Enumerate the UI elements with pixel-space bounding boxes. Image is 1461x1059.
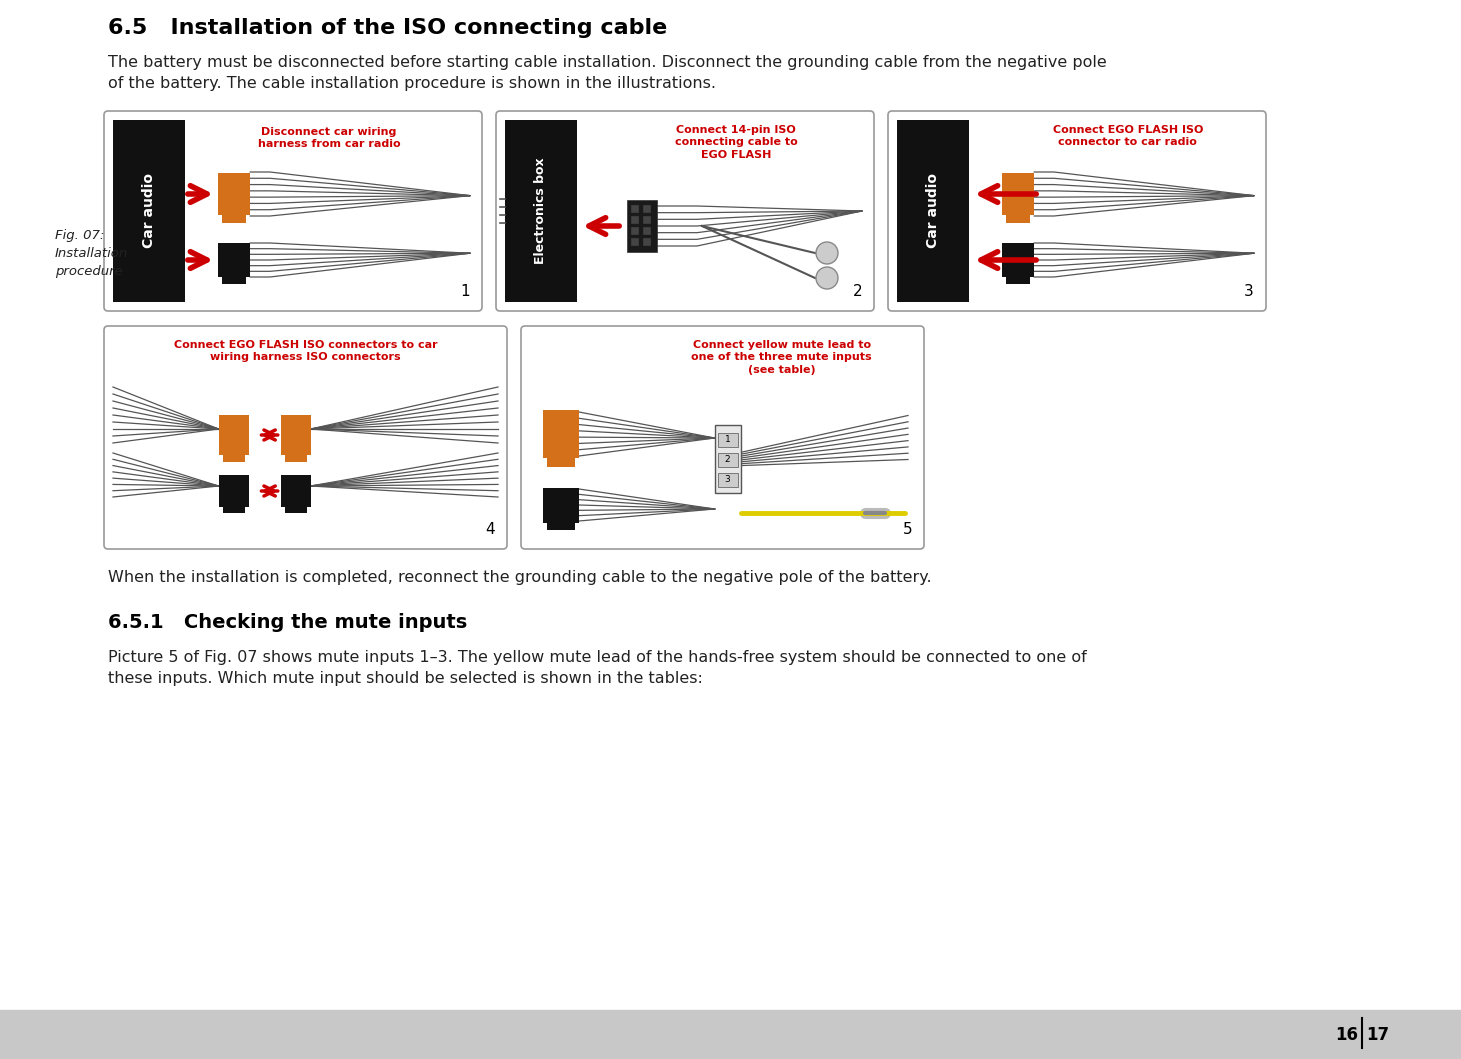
Bar (717, 453, 738, 467)
FancyBboxPatch shape (104, 111, 482, 311)
Bar (546, 523, 576, 530)
Circle shape (817, 267, 839, 289)
Text: Electronics box: Electronics box (535, 158, 548, 265)
Text: 16: 16 (1335, 1026, 1359, 1044)
Bar (543, 488, 579, 523)
Text: Fig. 07:
Installation
procedure: Fig. 07: Installation procedure (56, 229, 129, 277)
Text: Connect EGO FLASH ISO
connector to car radio: Connect EGO FLASH ISO connector to car r… (1053, 125, 1202, 147)
FancyBboxPatch shape (104, 326, 507, 549)
Bar (285, 455, 307, 462)
Text: 2: 2 (725, 455, 730, 465)
Text: 17: 17 (1366, 1026, 1389, 1044)
Bar (1007, 277, 1030, 284)
Text: Connect 14-pin ISO
connecting cable to
EGO FLASH: Connect 14-pin ISO connecting cable to E… (675, 125, 798, 160)
Bar (281, 475, 311, 507)
Text: 6.5   Installation of the ISO connecting cable: 6.5 Installation of the ISO connecting c… (108, 18, 668, 38)
Bar (631, 238, 638, 246)
Bar (281, 415, 311, 455)
Bar (222, 215, 245, 223)
Bar (714, 425, 741, 493)
Text: 3: 3 (725, 475, 730, 485)
Circle shape (817, 243, 839, 264)
Bar (112, 120, 186, 302)
Bar (897, 120, 969, 302)
Text: 5: 5 (903, 522, 912, 537)
Bar (506, 120, 577, 302)
Bar (222, 455, 244, 462)
Bar (631, 205, 638, 213)
Text: 3: 3 (1245, 284, 1254, 299)
FancyBboxPatch shape (888, 111, 1267, 311)
Bar (717, 473, 738, 487)
Bar (717, 433, 738, 447)
Bar (643, 227, 652, 235)
Bar (219, 475, 248, 507)
Text: The battery must be disconnected before starting cable installation. Disconnect : The battery must be disconnected before … (108, 55, 1107, 91)
Text: Connect EGO FLASH ISO connectors to car
wiring harness ISO connectors: Connect EGO FLASH ISO connectors to car … (174, 340, 437, 362)
Bar (222, 277, 245, 284)
Bar (1002, 173, 1034, 215)
Bar (218, 173, 250, 215)
Bar (1002, 243, 1034, 277)
Bar (643, 238, 652, 246)
FancyBboxPatch shape (522, 326, 923, 549)
Text: 2: 2 (852, 284, 862, 299)
Bar (631, 227, 638, 235)
Text: Car audio: Car audio (926, 174, 939, 249)
FancyBboxPatch shape (495, 111, 874, 311)
Text: 4: 4 (485, 522, 495, 537)
Text: Picture 5 of Fig. 07 shows mute inputs 1–3. The yellow mute lead of the hands-fr: Picture 5 of Fig. 07 shows mute inputs 1… (108, 650, 1087, 686)
Bar (1007, 215, 1030, 223)
Bar (627, 200, 657, 252)
Bar (631, 216, 638, 225)
Bar (219, 415, 248, 455)
Text: When the installation is completed, reconnect the grounding cable to the negativ: When the installation is completed, reco… (108, 570, 932, 585)
Bar (643, 205, 652, 213)
Text: Connect yellow mute lead to
one of the three mute inputs
(see table): Connect yellow mute lead to one of the t… (691, 340, 872, 375)
Bar (285, 507, 307, 513)
Text: Car audio: Car audio (142, 174, 156, 249)
Bar (643, 216, 652, 225)
Bar (0, 1010, 1461, 1059)
Text: Disconnect car wiring
harness from car radio: Disconnect car wiring harness from car r… (257, 127, 400, 149)
Text: 1: 1 (725, 435, 730, 445)
Text: 1: 1 (460, 284, 470, 299)
Bar (543, 410, 579, 457)
Bar (222, 507, 244, 513)
Bar (218, 243, 250, 277)
Text: 6.5.1   Checking the mute inputs: 6.5.1 Checking the mute inputs (108, 613, 468, 632)
Bar (546, 457, 576, 467)
